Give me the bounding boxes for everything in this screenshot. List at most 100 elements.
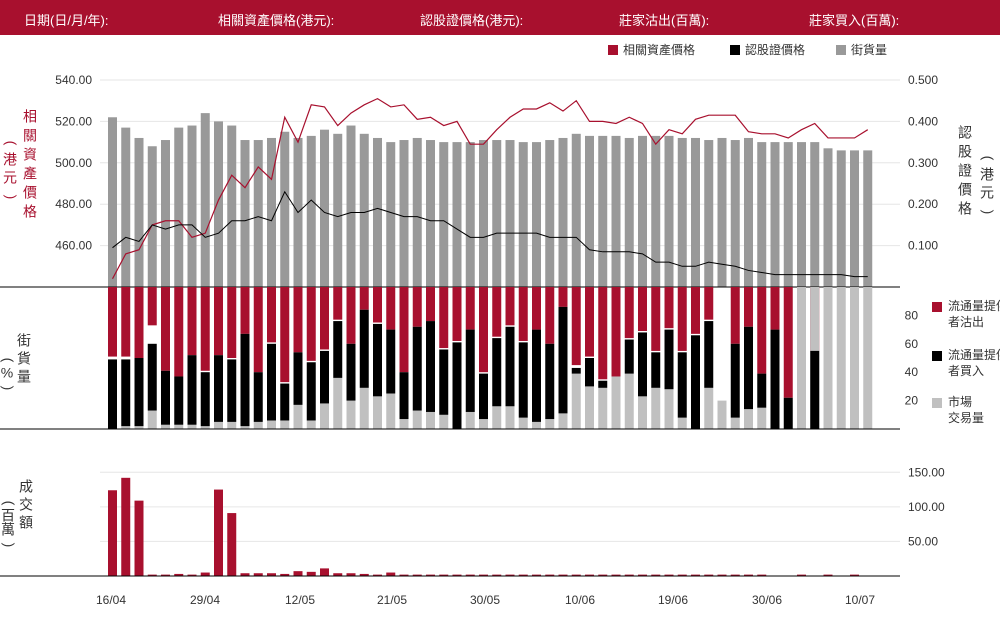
bottom-axis-title-char: 成 [19,479,33,495]
mm-buy-bar [240,333,250,427]
mm-sell-bar [452,287,462,341]
outstanding-bar [333,133,343,287]
mm-sell-bar [280,287,290,383]
bottom-axis-unit-char: 萬 [1,522,15,538]
mm-buy-bar [200,372,210,427]
left-axis-title-char: 價 [23,185,37,201]
turnover-bar [797,574,806,576]
mm-buy-label: 莊家買入(百萬): [809,13,900,28]
outstanding-bar [863,150,873,287]
turnover-bar [253,573,263,576]
mm-sell-bar [677,287,687,351]
outstanding-bar [227,125,237,287]
market-volume-bar [611,376,621,429]
mm-sell-bar [426,287,435,322]
market-volume-bar [293,404,303,429]
market-volume-bar [518,417,528,429]
x-tick-label: 30/05 [470,593,500,607]
market-volume-bar [399,419,409,429]
mm-sell-bar [691,287,700,334]
mm-buy-bar [492,338,502,407]
mm-buy-bar [452,342,462,429]
market-volume-bar [320,403,329,429]
turnover-bar [320,568,329,576]
mm-sell-bar [783,287,793,398]
market-volume-bar [253,421,263,429]
outstanding-bar [532,142,541,287]
turnover-bar [333,573,343,576]
turnover-bar [214,489,223,576]
mm-sell-bar [439,287,449,349]
right-axis-title-char: 股 [958,144,972,160]
mm-sell-bar [757,287,767,374]
legend-label: 街貨量 [851,42,887,57]
mid-legend-label: 者沽出 [948,315,984,329]
outstanding-bar [638,135,647,287]
market-volume-bar [585,386,594,429]
turnover-bar [730,574,740,576]
turnover-bar [306,571,316,576]
bottom-axis-unit-char: 百 [1,508,15,524]
left-tick-label: 520.00 [55,114,92,128]
outstanding-bar [823,148,833,287]
mm-sell-bar [744,287,753,327]
warrant-price-line [112,190,868,278]
left-axis-title-char: 資 [23,147,37,163]
right-axis-unit-char: 港 [980,167,994,183]
market-volume-bar [479,419,488,429]
market-volume-bar [161,424,170,429]
turnover-bar [558,574,568,576]
turnover-bar [479,574,488,576]
outstanding-bar [214,121,223,288]
mm-buy-bar [253,372,263,422]
outstanding-bar [836,150,846,287]
x-tick-label: 16/04 [96,593,126,607]
mm-buy-bar [439,349,449,415]
outstanding-bar [797,142,806,287]
turnover-bar [518,574,528,576]
mm-sell-bar [200,287,210,371]
mm-buy-bar [320,350,329,404]
turnover-bar [412,574,422,576]
mm-sell-bar [465,287,475,330]
outstanding-bar [200,113,210,288]
mm-sell-bar [346,287,356,344]
market-volume-bar [717,400,727,429]
right-axis-title-char: 證 [958,163,972,179]
outstanding-bar [730,140,740,287]
bottom-axis-title-char: 交 [19,497,33,513]
mm-sell-bar [134,287,144,358]
mm-sell-bar [558,287,568,307]
mm-buy-bar [134,358,144,427]
turnover-bar [121,477,131,576]
outstanding-bar [306,135,316,287]
outstanding-bar [585,135,594,287]
turnover-bar [161,574,170,576]
outstanding-bar [465,142,475,287]
mid-axis-title-char: 街 [17,333,31,349]
mm-sell-bar [730,287,740,344]
mm-buy-bar [147,343,157,411]
mm-sell-bar [518,287,528,341]
mid-axis-unit-char: ( [0,358,16,363]
market-volume-bar [280,420,290,429]
market-volume-bar [638,396,647,429]
right-tick-label: 0.100 [908,239,938,253]
outstanding-bar [280,131,290,287]
mid-axis-unit-char: ) [0,386,16,391]
legend-label: 相關資產價格 [623,42,695,57]
outstanding-bar [651,135,661,287]
mm-buy-bar [505,326,515,407]
left-axis-title-char: 產 [23,166,37,182]
outstanding-bar [704,140,714,287]
mm-buy-bar [638,332,647,397]
mm-buy-bar [810,350,820,429]
header-bar: 日期(日/月/年): 相關資產價格(港元): 認股證價格(港元): 莊家沽出(百… [0,0,1000,35]
mm-sell-bar [704,287,714,320]
mm-sell-bar [651,287,661,351]
mm-buy-bar [399,372,409,420]
mm-buy-bar [518,342,528,418]
bottom-axis-title-char: 額 [19,515,33,531]
market-volume-bar [426,411,435,429]
mm-buy-bar [187,355,197,425]
